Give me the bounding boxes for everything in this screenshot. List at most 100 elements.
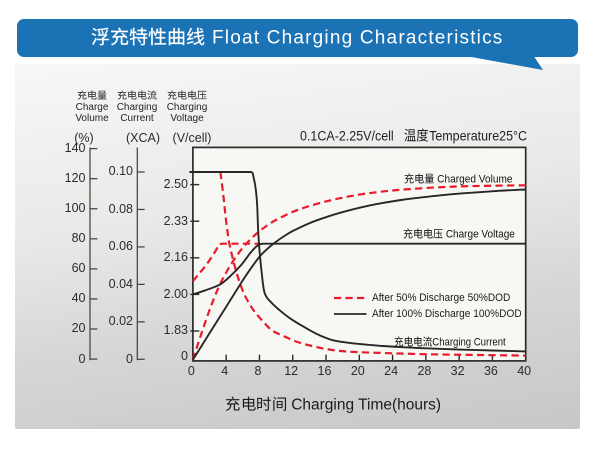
- cjk-glyph-svg: [117, 90, 127, 100]
- cjk-glyph-path: [242, 396, 256, 411]
- cjk-glyph-path: [77, 90, 87, 100]
- axis-header-charging-current-zh: [92, 90, 182, 103]
- axis-header-charging-voltage-zh: [142, 90, 232, 103]
- cjk-glyph-svg: [413, 227, 423, 238]
- cjk-glyph: [167, 90, 177, 100]
- condition-title: 0.1CA-2.25V/cell Temperature25°C: [300, 128, 527, 144]
- cjk-glyph-path: [413, 335, 422, 346]
- cjk-glyph: [91, 27, 110, 46]
- cjk-glyph: [432, 228, 443, 239]
- cjk-glyph-path: [413, 227, 423, 238]
- tick-label: 8: [254, 364, 262, 379]
- cjk-glyph-path: [404, 173, 414, 184]
- tick-label: 28: [417, 364, 432, 379]
- cjk-glyph: [87, 90, 97, 100]
- axis-header-charging-voltage-en2: Voltage: [170, 112, 204, 124]
- cjk-glyph-svg: [169, 27, 185, 45]
- cjk-glyph-path: [128, 90, 137, 100]
- cjk-glyph-path: [147, 90, 157, 100]
- cjk-glyph-svg: [147, 90, 157, 100]
- text-run: Float Charging Characteristics: [205, 27, 504, 49]
- tick-label: 100: [64, 201, 86, 216]
- axis-header-charging-current: Charging Current: [92, 90, 182, 125]
- tick-label: 0.10: [108, 164, 133, 179]
- cjk-glyph-svg: [225, 396, 240, 411]
- text-run: Charge Voltage: [442, 228, 515, 241]
- cjk-glyph-svg: [88, 90, 97, 100]
- cjk-glyph-svg: [92, 27, 110, 45]
- cjk-glyph-svg: [97, 90, 107, 100]
- tick-label: 40: [71, 291, 86, 306]
- cjk-glyph-path: [404, 128, 417, 142]
- axis-header-charging-current-en2: Current: [120, 112, 154, 124]
- axis-header-charge-volume-en1: Charge: [75, 101, 109, 113]
- cjk-glyph: [413, 227, 423, 239]
- cjk-glyph-svg: [257, 396, 271, 411]
- curve-charging-current-100dod: [189, 171, 526, 353]
- cjk-glyph: [117, 90, 127, 100]
- cjk-glyph-path: [138, 90, 147, 100]
- cjk-glyph-svg: [423, 227, 433, 238]
- tick-label: 0.08: [108, 201, 133, 216]
- tick-label: 12: [284, 364, 299, 379]
- cjk-glyph-svg: [404, 128, 417, 142]
- cjk-glyph-svg: [404, 335, 413, 346]
- cjk-glyph-path: [403, 227, 413, 239]
- tick-label: 20: [350, 364, 365, 379]
- tick-label: 0: [78, 351, 86, 366]
- cjk-glyph-path: [225, 396, 240, 411]
- cjk-glyph: [187, 90, 197, 100]
- tick-label: 24: [384, 364, 399, 379]
- tick-label: 0.04: [108, 276, 133, 291]
- axis-header-charge-volume-zh: [47, 90, 137, 103]
- cjk-glyph-svg: [413, 335, 422, 346]
- cjk-glyph-svg: [404, 173, 414, 184]
- cjk-glyph: [256, 396, 272, 412]
- cjk-glyph-path: [188, 90, 197, 100]
- cjk-glyph-svg: [403, 227, 413, 239]
- tick-label: 0: [126, 351, 133, 366]
- cjk-glyph: [404, 128, 417, 142]
- cjk-glyph-path: [187, 27, 205, 45]
- cjk-glyph-path: [422, 335, 432, 347]
- cjk-glyph-path: [88, 90, 97, 100]
- curve-charge-voltage-50dod: [192, 242, 260, 282]
- tick-label: 120: [64, 171, 86, 186]
- cjk-glyph: [148, 27, 167, 46]
- axis-header-charge-volume-en2: Volume: [75, 112, 109, 124]
- cjk-glyph: [403, 335, 413, 347]
- cjk-glyph: [413, 335, 423, 347]
- cjk-glyph-path: [117, 90, 127, 100]
- tick-label: 0.06: [108, 239, 133, 254]
- cjk-glyph-path: [111, 27, 129, 46]
- cjk-glyph-svg: [111, 27, 129, 46]
- cjk-glyph-svg: [128, 90, 137, 100]
- cjk-glyph: [177, 90, 187, 100]
- banner-title: Float Charging Characteristics: [91, 27, 503, 50]
- cjk-glyph: [240, 396, 256, 412]
- cjk-glyph-path: [423, 227, 433, 238]
- cjk-glyph-path: [414, 173, 424, 184]
- tick-label: 20: [71, 321, 86, 336]
- cjk-glyph: [110, 27, 129, 46]
- tick-label: 2.50: [163, 177, 188, 191]
- tick-label: 140: [64, 141, 86, 155]
- cjk-glyph: [147, 90, 157, 100]
- cjk-glyph-path: [97, 90, 107, 100]
- cjk-glyph: [197, 90, 207, 100]
- tick-label: 2.00: [163, 286, 188, 301]
- cjk-glyph-svg: [138, 90, 147, 100]
- banner: Float Charging Characteristics: [17, 19, 578, 57]
- cjk-glyph: [137, 90, 147, 100]
- cjk-glyph-path: [169, 27, 185, 45]
- legend-label-100dod: After 100% Discharge 100%DOD: [371, 307, 522, 320]
- cjk-glyph-svg: [424, 173, 434, 184]
- tick-label: 0: [181, 348, 188, 363]
- cjk-glyph-path: [417, 128, 429, 142]
- banner-tail: [468, 56, 543, 70]
- cjk-glyph-svg: [130, 27, 148, 45]
- cjk-glyph-svg: [197, 90, 207, 100]
- axis-brackets: [89, 147, 494, 361]
